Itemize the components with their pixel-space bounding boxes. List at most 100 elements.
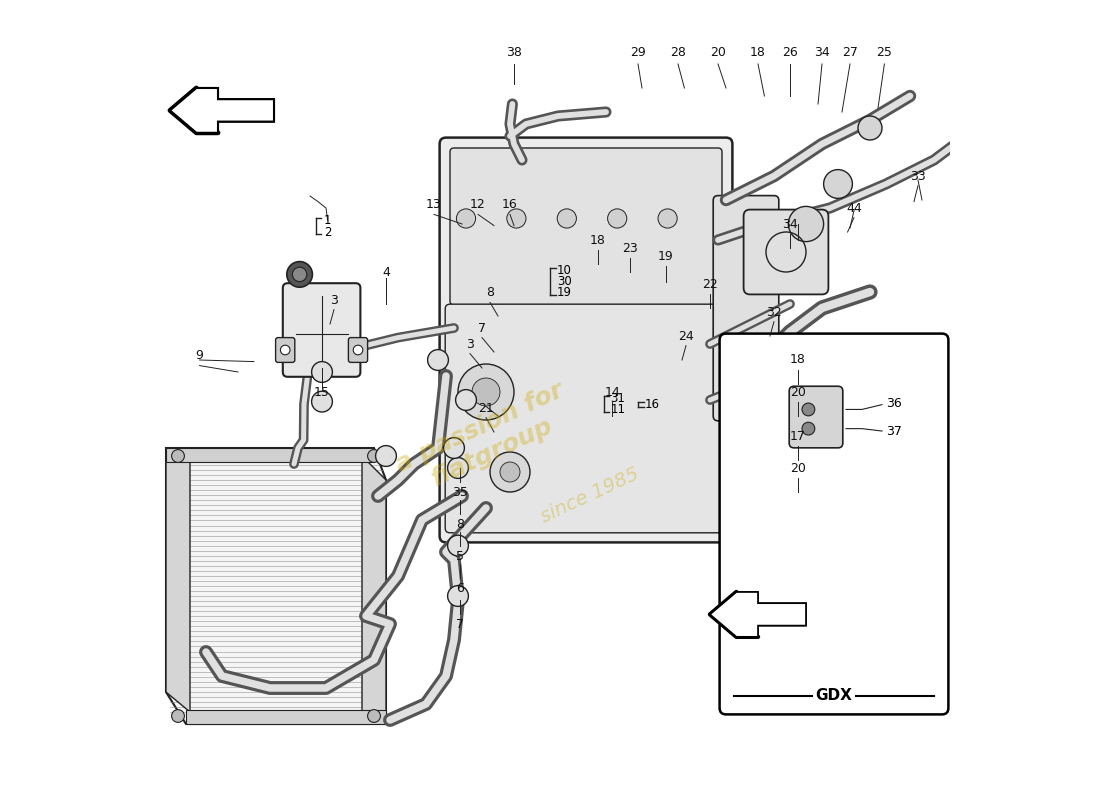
Text: 19: 19 bbox=[557, 286, 572, 299]
FancyBboxPatch shape bbox=[440, 138, 733, 542]
Circle shape bbox=[375, 446, 396, 466]
Polygon shape bbox=[166, 448, 190, 712]
Text: 8: 8 bbox=[486, 286, 494, 298]
Text: 38: 38 bbox=[506, 46, 521, 58]
Text: 24: 24 bbox=[678, 330, 694, 342]
Text: 12: 12 bbox=[470, 198, 486, 210]
Text: 20: 20 bbox=[790, 462, 806, 474]
Text: 20: 20 bbox=[790, 386, 806, 398]
Text: 3: 3 bbox=[330, 294, 338, 306]
Polygon shape bbox=[166, 448, 374, 462]
FancyBboxPatch shape bbox=[446, 304, 727, 533]
Circle shape bbox=[448, 535, 469, 556]
Circle shape bbox=[448, 586, 469, 606]
Polygon shape bbox=[362, 456, 386, 724]
FancyBboxPatch shape bbox=[450, 148, 722, 305]
Circle shape bbox=[172, 710, 185, 722]
Text: 23: 23 bbox=[623, 242, 638, 254]
Circle shape bbox=[658, 209, 678, 228]
Polygon shape bbox=[166, 448, 386, 724]
Text: 28: 28 bbox=[670, 46, 686, 58]
Circle shape bbox=[311, 362, 332, 382]
Text: 44: 44 bbox=[846, 202, 862, 214]
FancyBboxPatch shape bbox=[789, 386, 843, 448]
Circle shape bbox=[311, 391, 332, 412]
Circle shape bbox=[507, 209, 526, 228]
Circle shape bbox=[443, 438, 464, 458]
Text: 6: 6 bbox=[456, 582, 464, 594]
FancyBboxPatch shape bbox=[713, 195, 779, 421]
Text: 18: 18 bbox=[750, 46, 766, 58]
Text: 4: 4 bbox=[382, 266, 389, 278]
Circle shape bbox=[287, 262, 312, 287]
Circle shape bbox=[367, 710, 381, 722]
Text: 21: 21 bbox=[478, 402, 494, 414]
Circle shape bbox=[607, 209, 627, 228]
Text: 8: 8 bbox=[456, 518, 464, 530]
Circle shape bbox=[500, 462, 520, 482]
Polygon shape bbox=[710, 592, 806, 637]
FancyBboxPatch shape bbox=[283, 283, 361, 377]
Circle shape bbox=[802, 403, 815, 416]
Text: 18: 18 bbox=[590, 234, 606, 246]
FancyBboxPatch shape bbox=[719, 334, 948, 714]
Text: 35: 35 bbox=[452, 486, 469, 498]
Text: 3: 3 bbox=[466, 338, 474, 350]
Text: 19: 19 bbox=[658, 250, 674, 262]
Circle shape bbox=[428, 350, 449, 370]
Circle shape bbox=[472, 378, 500, 406]
Polygon shape bbox=[186, 710, 386, 724]
Text: 34: 34 bbox=[814, 46, 829, 58]
Text: 34: 34 bbox=[782, 218, 797, 230]
Text: a passion for
fiatgroup: a passion for fiatgroup bbox=[393, 378, 580, 502]
Circle shape bbox=[172, 450, 185, 462]
Circle shape bbox=[367, 450, 381, 462]
Text: 15: 15 bbox=[315, 386, 330, 398]
Text: 25: 25 bbox=[877, 46, 892, 58]
Polygon shape bbox=[170, 88, 274, 133]
Text: 30: 30 bbox=[557, 275, 572, 288]
Circle shape bbox=[353, 346, 363, 355]
FancyBboxPatch shape bbox=[744, 210, 828, 294]
FancyBboxPatch shape bbox=[349, 338, 367, 362]
Text: 18: 18 bbox=[790, 354, 806, 366]
Circle shape bbox=[456, 209, 475, 228]
Text: 29: 29 bbox=[630, 46, 646, 58]
Circle shape bbox=[802, 422, 815, 435]
Text: 16: 16 bbox=[502, 198, 518, 210]
Text: 26: 26 bbox=[782, 46, 797, 58]
Circle shape bbox=[455, 390, 476, 410]
Circle shape bbox=[448, 458, 469, 478]
Text: 27: 27 bbox=[843, 46, 858, 58]
Text: 31: 31 bbox=[610, 392, 626, 405]
Text: 22: 22 bbox=[702, 278, 718, 290]
Text: since 1985: since 1985 bbox=[538, 465, 642, 527]
Text: 9: 9 bbox=[196, 350, 204, 362]
Text: 13: 13 bbox=[426, 198, 442, 210]
Circle shape bbox=[789, 206, 824, 242]
Text: 5: 5 bbox=[456, 550, 464, 562]
Text: 32: 32 bbox=[766, 306, 782, 318]
FancyBboxPatch shape bbox=[276, 338, 295, 362]
Circle shape bbox=[280, 346, 290, 355]
Circle shape bbox=[490, 452, 530, 492]
Text: 7: 7 bbox=[478, 322, 486, 334]
Text: 11: 11 bbox=[610, 403, 626, 416]
Polygon shape bbox=[170, 88, 274, 133]
Text: 14: 14 bbox=[605, 386, 620, 398]
Text: 16: 16 bbox=[645, 398, 660, 411]
Text: 10: 10 bbox=[557, 264, 572, 277]
Circle shape bbox=[458, 364, 514, 420]
Text: 1: 1 bbox=[323, 214, 331, 226]
Text: 36: 36 bbox=[886, 397, 902, 410]
Text: 37: 37 bbox=[886, 425, 902, 438]
Text: 2: 2 bbox=[323, 226, 331, 238]
Text: 33: 33 bbox=[910, 170, 926, 182]
Polygon shape bbox=[710, 592, 806, 637]
Circle shape bbox=[858, 116, 882, 140]
Text: 17: 17 bbox=[790, 430, 806, 442]
Circle shape bbox=[558, 209, 576, 228]
Text: 7: 7 bbox=[456, 618, 464, 630]
Text: 20: 20 bbox=[711, 46, 726, 58]
Text: GDX: GDX bbox=[815, 689, 852, 703]
